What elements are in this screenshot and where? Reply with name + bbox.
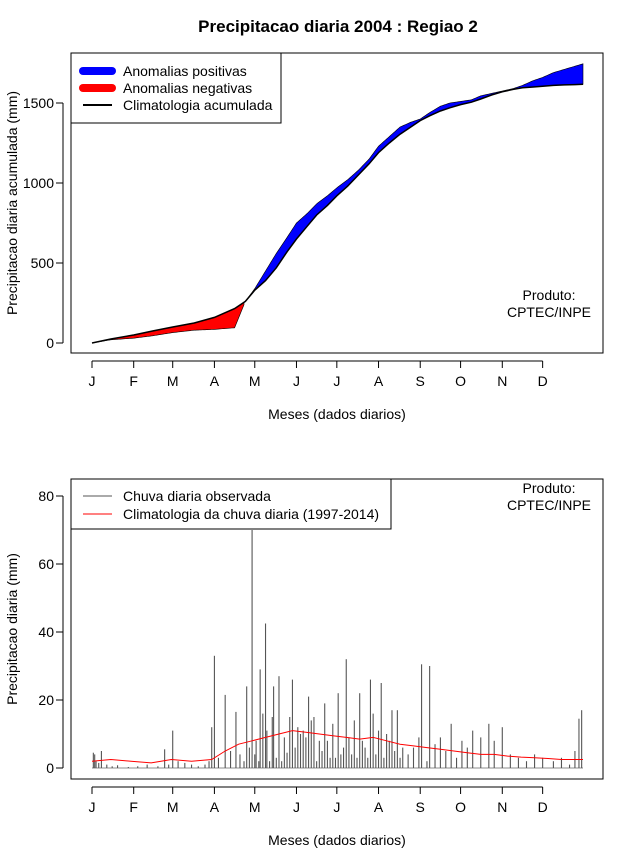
negative-anomaly-area: [93, 301, 245, 344]
x-tick-label: A: [210, 373, 220, 389]
x-tick-label: D: [538, 373, 548, 389]
legend-label: Anomalias positivas: [123, 63, 247, 79]
legend-label: Anomalias negativas: [123, 80, 252, 96]
x-tick-label: A: [210, 799, 220, 815]
legend-label: Climatologia da chuva diaria (1997-2014): [123, 506, 379, 522]
annotation-text: Produto:: [523, 287, 576, 303]
positive-anomaly-area: [245, 63, 584, 302]
x-tick-label: M: [249, 799, 261, 815]
x-tick-label: F: [129, 799, 138, 815]
y-tick-label: 1000: [23, 175, 54, 191]
legend-label: Chuva diaria observada: [123, 488, 271, 504]
y-tick-label: 40: [38, 624, 54, 640]
daily-climatology-line: [91, 730, 583, 764]
x-tick-label: O: [455, 373, 466, 389]
x-tick-label: J: [293, 373, 300, 389]
annotation-text: Produto:: [523, 480, 576, 496]
x-tick-label: A: [374, 373, 384, 389]
x-axis-label: Meses (dados diarios): [268, 406, 406, 422]
daily-panel: 0 20 40 60 80 Precipitacao diaria (mm) J F M A M J J…: [4, 478, 604, 848]
x-tick-label: O: [455, 799, 466, 815]
x-tick-label: S: [416, 373, 425, 389]
legend-label: Climatologia acumulada: [123, 97, 273, 113]
x-tick-label: N: [497, 373, 507, 389]
y-tick-label: 80: [38, 488, 54, 504]
y-tick-label: 500: [31, 255, 55, 271]
legend-box: [70, 478, 392, 530]
x-tick-label: J: [333, 373, 340, 389]
y-tick-label: 0: [46, 335, 54, 351]
x-tick-label: M: [167, 799, 179, 815]
chart-title: Precipitacao diaria 2004 : Regiao 2: [198, 17, 478, 36]
annotation-text: CPTEC/INPE: [507, 497, 591, 513]
x-tick-label: S: [416, 799, 425, 815]
x-tick-label: J: [293, 799, 300, 815]
y-tick-label: 20: [38, 692, 54, 708]
x-tick-label: F: [129, 373, 138, 389]
x-tick-label: J: [89, 373, 96, 389]
y-tick-label: 60: [38, 556, 54, 572]
annotation-text: CPTEC/INPE: [507, 304, 591, 320]
x-axis-label: Meses (dados diarios): [268, 832, 406, 848]
x-tick-label: M: [167, 373, 179, 389]
x-tick-label: J: [333, 799, 340, 815]
x-tick-label: M: [249, 373, 261, 389]
climatology-line: [91, 83, 584, 344]
x-tick-label: D: [538, 799, 548, 815]
x-tick-label: A: [374, 799, 384, 815]
x-tick-label: J: [89, 799, 96, 815]
y-tick-label: 1500: [23, 95, 54, 111]
y-tick-label: 0: [46, 760, 54, 776]
x-tick-label: N: [497, 799, 507, 815]
y-axis-label: Precipitacao diaria (mm): [4, 553, 20, 705]
y-axis-label: Precipitacao diaria acumulada (mm): [4, 91, 20, 315]
plot-frame: [70, 52, 604, 354]
